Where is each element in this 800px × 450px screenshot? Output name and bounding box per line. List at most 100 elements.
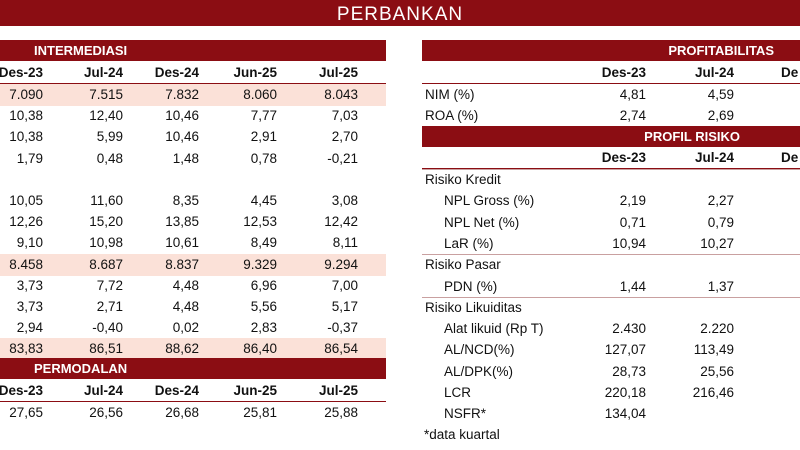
col-header: Des-23 (601, 150, 646, 165)
table-row: 10,05 11,60 8,35 4,45 3,08 (0, 190, 386, 212)
table-row: 10,38 12,40 10,46 7,77 7,03 (0, 105, 386, 127)
table-row (0, 169, 386, 191)
group-row: Risiko Likuiditas (422, 297, 800, 319)
row-label: Alat likuid (Rp T) (444, 321, 544, 337)
table-cell: 8.687 (89, 256, 123, 272)
table-cell: 220,18 (604, 385, 646, 400)
table-cell: 2,69 (707, 108, 734, 123)
table-cell: 10,38 (9, 129, 43, 145)
table-cell: 86,54 (324, 341, 358, 357)
col-header: Des-23 (0, 383, 43, 398)
col-header: Jul-24 (83, 65, 123, 80)
table-cell: 7,03 (331, 108, 358, 124)
col-header: Des-24 (154, 65, 199, 80)
table-cell: 86,40 (243, 341, 277, 357)
table-cell: 86,51 (89, 341, 123, 357)
table-cell: 4,48 (172, 277, 199, 293)
table-cell: 134,04 (604, 406, 646, 422)
table-cell: 11,60 (90, 193, 123, 208)
group-row: Risiko Pasar (422, 254, 800, 276)
header-divider (0, 83, 386, 84)
table-cell: 6,96 (250, 277, 277, 293)
table-cell: 10,05 (9, 193, 43, 208)
row-label: LaR (%) (444, 235, 494, 251)
col-header: Des-23 (0, 65, 43, 80)
table-cell: 2,71 (96, 299, 123, 314)
table-cell: 8,49 (250, 235, 277, 251)
table-row: 3,73 7,72 4,48 6,96 7,00 (0, 275, 386, 297)
table-cell: 4,59 (707, 87, 734, 102)
table-cell: 0,02 (172, 320, 199, 336)
table-row: LCR 220,18 216,46 (422, 382, 800, 404)
table-cell: 10,61 (165, 235, 199, 251)
table-cell: 12,53 (243, 214, 277, 230)
table-cell: 26,68 (165, 405, 199, 420)
table-cell: 10,94 (612, 235, 646, 251)
group-divider (422, 254, 800, 256)
table-cell: 25,81 (243, 405, 277, 420)
table-row: NPL Net (%) 0,71 0,79 (422, 212, 800, 234)
table-cell: 0,71 (619, 214, 646, 230)
table-row: 10,38 5,99 10,46 2,91 2,70 (0, 126, 386, 148)
table-row: 3,73 2,71 4,48 5,56 5,17 (0, 296, 386, 318)
footnote: *data kuartal (424, 424, 800, 446)
table-cell: 10,98 (89, 235, 123, 251)
table-row: 8.458 8.687 8.837 9.329 9.294 (0, 253, 386, 276)
row-label: NPL Gross (%) (444, 193, 535, 209)
table-cell: 2,70 (331, 129, 358, 145)
table-cell: 12,42 (324, 214, 358, 230)
table-cell: 2,94 (16, 320, 43, 336)
table-cell: 2,91 (250, 129, 277, 145)
table-cell: 8.060 (243, 87, 277, 102)
table-cell: 4,81 (619, 87, 646, 102)
table-cell: 1,79 (16, 150, 43, 166)
table-cell: 25,88 (324, 405, 358, 420)
table-row: 7.090 7.515 7.832 8.060 8.043 (0, 84, 386, 106)
table-cell: 26,56 (89, 405, 123, 420)
group-row: Risiko Kredit (422, 169, 800, 191)
row-label: AL/NCD(%) (444, 342, 515, 358)
table-cell: 216,46 (692, 385, 734, 400)
table-cell: 12,40 (89, 108, 123, 124)
table-cell: 2,74 (619, 108, 646, 123)
table-row: 12,26 15,20 13,85 12,53 12,42 (0, 211, 386, 233)
table-cell: 7,77 (250, 108, 277, 124)
table-cell: 3,73 (16, 299, 43, 314)
permodalan-header: PERMODALAN (0, 358, 386, 379)
col-header: Jul-24 (83, 383, 123, 398)
table-cell: 10,46 (165, 129, 199, 145)
col-header: Jul-24 (694, 65, 734, 80)
row-label: AL/DPK(%) (444, 363, 514, 379)
group-label: Risiko Pasar (425, 257, 501, 273)
table-cell: -0,40 (92, 320, 123, 336)
table-row: AL/NCD(%) 127,07 113,49 (422, 339, 800, 361)
table-cell: 9.294 (324, 256, 358, 272)
row-label: NPL Net (%) (444, 214, 520, 230)
table-row: 1,79 0,48 1,48 0,78 -0,21 (0, 148, 386, 170)
footnote-text: *data kuartal (424, 427, 500, 442)
table-row: NIM (%) 4,81 4,59 (422, 84, 800, 106)
table-cell: 28,73 (612, 363, 646, 379)
table-cell: 2,27 (707, 193, 734, 209)
col-header: Jul-24 (694, 150, 734, 165)
col-header: Jun-25 (233, 383, 277, 398)
table-cell: 8.043 (324, 87, 358, 102)
table-row: PDN (%) 1,44 1,37 (422, 276, 800, 298)
table-cell: 0,48 (96, 150, 123, 166)
table-cell: 1,37 (707, 278, 734, 294)
row-label: NIM (%) (425, 87, 475, 102)
profitabilitas-header: PROFITABILITAS (422, 40, 800, 61)
group-label: Risiko Kredit (425, 172, 501, 187)
col-header: De (781, 150, 799, 165)
banner-title: PERBANKAN (0, 0, 800, 26)
table-cell: 10,38 (9, 108, 43, 124)
table-cell: 8,11 (332, 235, 358, 251)
group-divider (422, 296, 800, 298)
table-row: NSFR* 134,04 (422, 403, 800, 425)
table-cell: 8.458 (9, 256, 43, 272)
profil-risiko-column-headers: Des-23 Jul-24 De (422, 147, 800, 169)
table-cell: 7.832 (165, 87, 199, 102)
table-cell: 2.430 (612, 321, 646, 337)
table-cell: 7,72 (96, 277, 123, 293)
intermediasi-column-headers: Des-23 Jul-24 Des-24 Jun-25 Jul-25 (0, 62, 386, 84)
